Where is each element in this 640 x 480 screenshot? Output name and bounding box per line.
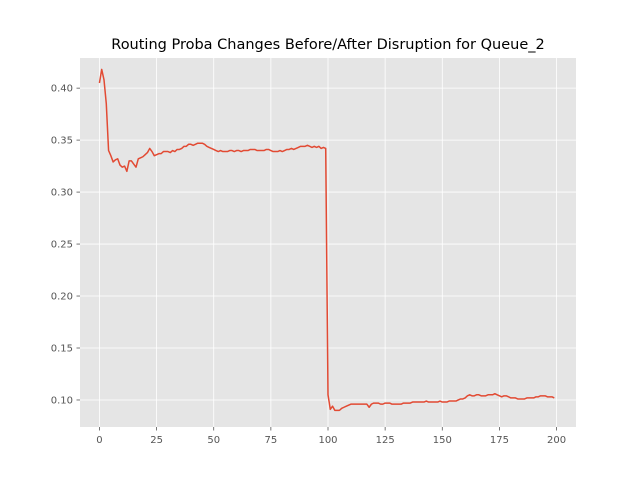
y-tick-label: 0.30 (51, 188, 73, 199)
y-tick-label: 0.15 (51, 344, 73, 355)
y-tick-label: 0.40 (51, 84, 73, 95)
y-tick-label: 0.20 (51, 292, 73, 303)
x-tick-label: 75 (264, 435, 277, 446)
x-tick-label: 0 (96, 435, 102, 446)
x-tick-label: 125 (376, 435, 395, 446)
chart-title: Routing Proba Changes Before/After Disru… (111, 37, 544, 53)
x-tick-label: 100 (318, 435, 337, 446)
y-tick-label: 0.25 (51, 240, 73, 251)
y-tick-label: 0.10 (51, 395, 73, 406)
x-tick-label: 175 (490, 435, 509, 446)
x-tick-label: 25 (150, 435, 163, 446)
x-tick-label: 150 (433, 435, 452, 446)
y-axis: 0.10 0.15 0.20 0.25 0.30 0.35 0.40 (51, 84, 80, 406)
x-tick-label: 50 (207, 435, 220, 446)
series-line (98, 68, 555, 412)
x-tick-label: 200 (547, 435, 566, 446)
y-tick-label: 0.35 (51, 136, 73, 147)
x-axis: 0 25 50 75 100 125 150 175 200 (96, 427, 566, 446)
